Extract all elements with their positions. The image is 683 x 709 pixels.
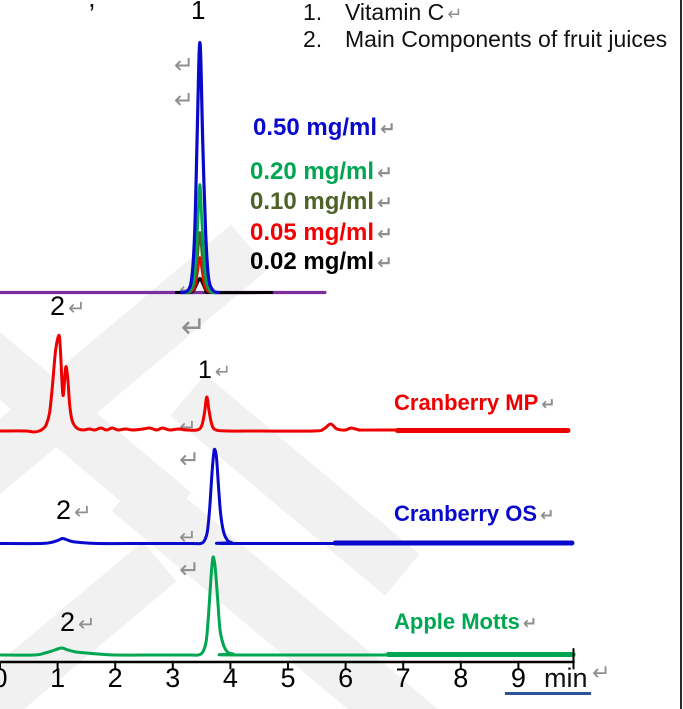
peak-number-text: 1: [198, 356, 212, 384]
trace-std-020: [181, 183, 218, 294]
sample-name-text: Apple Motts: [394, 609, 520, 634]
concentration-label-005: 0.05 mg/ml ↵: [250, 221, 393, 245]
concentration-label-010: 0.10 mg/ml ↵: [250, 190, 393, 214]
return-mark-icon: ↵: [214, 360, 232, 383]
return-mark-icon: ↵: [179, 415, 197, 439]
return-mark-icon: ↵: [179, 445, 200, 474]
return-mark-icon: ↵: [174, 86, 195, 114]
legend-item-label: Main Components of fruit juices: [345, 26, 668, 52]
concentration-label-050: 0.50 mg/ml ↵: [253, 116, 396, 140]
return-mark-icon: ↵: [540, 506, 555, 526]
axis-tick-label: 4: [222, 663, 238, 693]
sample-label-cranberry-mp: Cranberry MP ↵: [394, 392, 556, 414]
axis-unit-underline: [505, 692, 591, 695]
concentration-label-002: 0.02 mg/ml ↵: [250, 250, 393, 274]
mp-peak2-number: 2 ↵: [50, 293, 86, 320]
concentration-text: 0.05 mg/ml: [250, 219, 375, 246]
sample-name-text: Cranberry MP: [394, 390, 539, 415]
peak-number-text: 2: [60, 607, 76, 637]
page-edge-line: [680, 0, 682, 709]
concentration-text: 0.10 mg/ml: [250, 188, 375, 215]
concentration-text: 0.50 mg/ml: [253, 114, 378, 141]
return-mark-icon: ↵: [68, 295, 86, 320]
return-mark-icon: ↵: [541, 395, 556, 415]
axis-unit-label: min: [544, 663, 588, 693]
concentration-label-020: 0.20 mg/ml ↵: [250, 160, 393, 184]
return-mark-icon: ↵: [380, 119, 396, 140]
concentration-text: 0.02 mg/ml: [250, 248, 375, 275]
sample-label-cranberry-os: Cranberry OS ↵: [394, 503, 554, 525]
return-mark-icon: ↵: [592, 661, 611, 686]
standards-peak-number: 1: [191, 0, 206, 25]
axis-tick-label: 5: [280, 663, 296, 693]
trace-cranberry-mp: [0, 333, 570, 434]
legend-item-label: Vitamin C: [345, 0, 445, 25]
trace-std-050: [179, 40, 221, 295]
am-peak2-number: 2 ↵: [60, 609, 96, 636]
axis-tick-label: 3: [165, 663, 181, 693]
legend-item-number: 1.: [303, 0, 323, 25]
peak-number-text: 2: [56, 495, 72, 525]
legend-list-item-2: 2. Main Components of fruit juices: [303, 26, 667, 52]
return-mark-icon: ↵: [447, 4, 463, 25]
return-mark-icon: ↵: [377, 224, 393, 245]
axis-tick-label: 1: [50, 663, 66, 693]
return-mark-icon: ↵: [377, 193, 393, 214]
mp-peak1-number: 1 ↵: [198, 358, 231, 383]
legend-item-number: 2.: [303, 26, 323, 52]
trace-cranberry-os: [0, 447, 574, 546]
return-mark-icon: ↵: [179, 555, 200, 584]
return-mark-icon: ↵: [181, 310, 207, 345]
sample-label-apple-motts: Apple Motts ↵: [394, 611, 537, 633]
sample-name-text: Cranberry OS: [394, 501, 538, 526]
return-mark-icon: ↵: [522, 614, 538, 634]
return-mark-icon: ↵: [377, 253, 393, 274]
return-mark-icon: ↵: [78, 611, 96, 636]
concentration-text: 0.20 mg/ml: [250, 158, 375, 185]
trace-apple-motts: [0, 555, 575, 657]
return-mark-icon: ↵: [174, 51, 195, 79]
legend-list-item-1: 1. Vitamin C ↵: [303, 0, 462, 28]
axis-tick-label: 8: [453, 663, 469, 693]
cut-off-character: ,: [88, 0, 96, 12]
axis-tick-label: 7: [395, 663, 411, 693]
axis-tick-label: 6: [338, 663, 354, 693]
return-mark-icon: ↵: [377, 163, 393, 184]
axis-tick-label: 2: [107, 663, 123, 693]
axis-tick-label: 0: [0, 665, 8, 692]
peak-number-text: 2: [50, 291, 66, 321]
axis-tick-label: 9: [510, 663, 526, 693]
return-mark-icon: ↵: [74, 499, 92, 524]
os-peak2-number: 2 ↵: [56, 497, 92, 524]
